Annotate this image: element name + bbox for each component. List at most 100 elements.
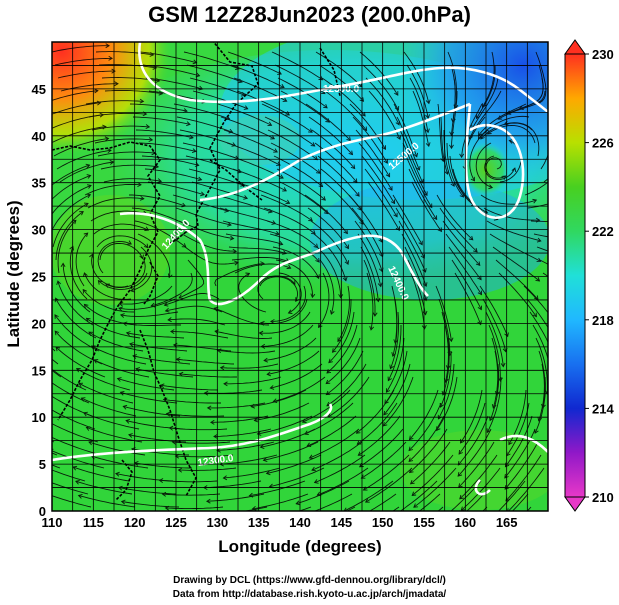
streamline (411, 181, 442, 232)
streamline (100, 164, 159, 170)
streamline-arrowhead (167, 317, 172, 323)
streamline-arrowhead (360, 474, 366, 479)
streamline-arrowhead (477, 290, 482, 296)
streamline (442, 337, 450, 396)
streamline (88, 441, 146, 456)
streamline (132, 355, 191, 365)
streamline-arrowhead (477, 275, 482, 281)
streamline-arrowhead (24, 287, 28, 291)
streamline (321, 77, 366, 117)
streamline (138, 142, 196, 152)
streamline-arrowhead (285, 199, 291, 205)
colorbar-tick-label: 226 (592, 136, 614, 151)
streamline (227, 51, 282, 75)
streamline (327, 376, 370, 418)
streamline (99, 242, 144, 261)
lat-tick-label: 30 (32, 223, 46, 238)
streamline-arrowhead (119, 390, 125, 396)
streamline-arrowhead (470, 176, 475, 182)
streamline (408, 402, 442, 451)
lat-tick-label: 35 (32, 176, 46, 191)
streamline-arrowhead (536, 237, 542, 243)
streamline-arrowhead (213, 434, 218, 439)
streamline-arrowhead (408, 435, 414, 441)
streamline (0, 471, 44, 495)
streamline (52, 45, 110, 53)
streamline-arrowhead (349, 532, 353, 536)
streamline (302, 389, 351, 423)
streamline-arrowhead (501, 175, 507, 180)
streamline-arrowhead (56, 280, 62, 286)
streamline (91, 125, 150, 131)
streamline (215, 330, 273, 339)
streamline (337, 285, 350, 342)
streamline (52, 194, 91, 231)
lat-tick-label: 40 (32, 129, 46, 144)
streamline (438, 298, 451, 356)
streamline-arrowhead (388, 186, 393, 191)
streamline (468, 90, 502, 140)
streamline-arrowhead (585, 219, 589, 223)
streamline-arrowhead (83, 303, 89, 309)
streamline-arrowhead (167, 273, 173, 279)
streamline-arrowhead (306, 442, 312, 448)
streamline (351, 207, 384, 257)
streamline-arrowhead (165, 411, 171, 417)
colorbar-tick-labels: 210 214 218 222 226 230 (585, 47, 614, 505)
streamline (129, 343, 188, 352)
streamline (318, 64, 364, 102)
streamline (269, 467, 325, 488)
credit-drawing: Drawing by DCL (https://www.gfd-dennou.o… (173, 575, 446, 586)
streamline (454, 272, 482, 325)
streamline-arrowhead (346, 136, 351, 142)
streamlines (0, 43, 590, 536)
streamline-arrowhead (459, 153, 465, 159)
streamline (159, 479, 218, 483)
streamline (326, 350, 364, 395)
streamline-arrowhead (378, 237, 383, 243)
streamline (119, 285, 173, 305)
streamline-arrowhead (161, 491, 167, 497)
streamline (118, 487, 177, 495)
streamline (176, 358, 235, 365)
streamline-arrowhead (313, 479, 319, 484)
streamline-arrowhead (87, 184, 92, 189)
streamline (512, 493, 529, 511)
streamline-arrowhead (415, 166, 421, 171)
streamline (206, 493, 265, 502)
streamline (261, 324, 314, 347)
streamline-arrowhead (170, 329, 175, 334)
streamline (139, 51, 197, 64)
lon-tick-label: 150 (372, 515, 394, 530)
streamline-arrowhead (82, 288, 87, 294)
streamline (437, 103, 444, 162)
streamline (219, 207, 276, 225)
streamline-arrowhead (219, 365, 225, 371)
streamline (409, 389, 439, 440)
streamline-arrowhead (6, 429, 10, 433)
streamline (367, 181, 400, 231)
streamline (123, 405, 181, 417)
streamline (314, 454, 366, 484)
streamline-arrowhead (586, 266, 590, 270)
streamline-arrowhead (318, 75, 324, 81)
streamline (57, 219, 77, 274)
streamline (72, 466, 130, 482)
streamline-arrowhead (119, 313, 125, 318)
streamline-arrowhead (158, 90, 164, 96)
streamline (278, 272, 302, 314)
streamline-arrowhead (422, 268, 427, 273)
streamline-arrowhead (279, 174, 284, 179)
streamline-arrowhead (245, 272, 251, 277)
streamline (504, 428, 536, 479)
streamline (84, 184, 142, 196)
streamline-arrowhead (357, 451, 363, 456)
streamline (225, 233, 283, 245)
streamline (121, 501, 180, 508)
streamline-arrowhead (436, 426, 441, 432)
streamline (81, 397, 137, 417)
lat-tick-label: 20 (32, 316, 46, 331)
streamline (450, 77, 456, 136)
streamline-arrowhead (118, 301, 124, 307)
streamline-arrowhead (557, 326, 561, 330)
